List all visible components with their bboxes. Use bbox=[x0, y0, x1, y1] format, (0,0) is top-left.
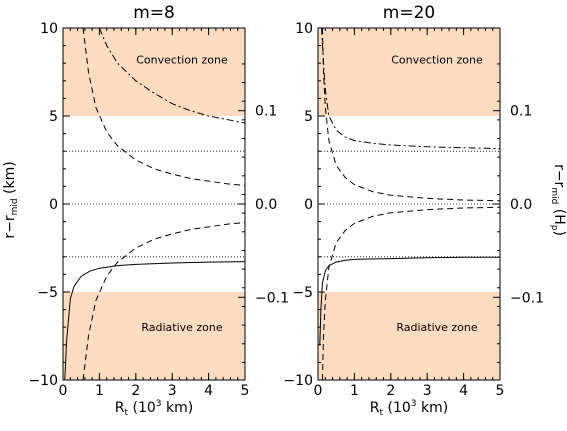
x-tick-label: 2 bbox=[131, 383, 140, 399]
y-tick-label: 0 bbox=[49, 197, 58, 213]
convection-zone-band bbox=[318, 28, 500, 116]
y-tick-label: −10 bbox=[28, 373, 58, 389]
y-tick-label: 0 bbox=[304, 197, 313, 213]
y-right-tick-label: −0.1 bbox=[255, 290, 289, 306]
radiative-zone-band bbox=[63, 292, 245, 380]
y-tick-label: −5 bbox=[292, 285, 313, 301]
panel-title: m=8 bbox=[133, 3, 175, 23]
y-right-tick-label: 0.0 bbox=[510, 197, 532, 213]
series-line-solid bbox=[319, 256, 500, 345]
y-tick-label: −10 bbox=[283, 373, 313, 389]
x-tick-label: 4 bbox=[204, 383, 213, 399]
x-tick-label: 1 bbox=[95, 383, 104, 399]
x-tick-label: 0 bbox=[314, 383, 323, 399]
radiative-zone-label: Radiative zone bbox=[396, 321, 478, 334]
series-line-dashed bbox=[82, 28, 245, 186]
x-tick-label: 1 bbox=[350, 383, 359, 399]
series-line-dashed bbox=[321, 28, 500, 202]
convection-zone-band bbox=[63, 28, 245, 116]
radiative-zone-label: Radiative zone bbox=[141, 321, 223, 334]
x-axis-title-right-panel: Rt (103 km) bbox=[370, 399, 448, 418]
series-line-dashdot bbox=[98, 28, 245, 124]
y-axis-left-title: r−rmid (km) bbox=[2, 161, 20, 238]
y-tick-label: 5 bbox=[304, 109, 313, 125]
x-tick-label: 3 bbox=[423, 383, 432, 399]
series-line-dashed bbox=[82, 222, 245, 380]
panel-title: m=20 bbox=[383, 3, 435, 23]
series-line-solid bbox=[64, 261, 245, 380]
y-right-tick-label: 0.1 bbox=[255, 104, 277, 120]
convection-zone-label: Convection zone bbox=[391, 54, 483, 67]
panel-1: Convection zone Radiative zone m=8 0 1 2 3 4 5 10… bbox=[28, 3, 289, 399]
series-line-dashdot bbox=[321, 28, 500, 150]
x-tick-label: 3 bbox=[168, 383, 177, 399]
x-tick-label: 0 bbox=[59, 383, 68, 399]
y-right-tick-label: 0.1 bbox=[510, 104, 532, 120]
panel-2: Convection zone Radiative zone m=20 0 1 2 3 4 5 1… bbox=[283, 3, 544, 399]
convection-zone-label: Convection zone bbox=[136, 54, 228, 67]
y-right-tick-label: 0.0 bbox=[255, 197, 277, 213]
radiative-zone-band bbox=[318, 292, 500, 380]
y-right-tick-label: −0.1 bbox=[510, 290, 544, 306]
x-tick-label: 2 bbox=[386, 383, 395, 399]
y-tick-label: 10 bbox=[40, 21, 58, 37]
series-line-dashed bbox=[321, 206, 500, 380]
y-tick-label: 5 bbox=[49, 109, 58, 125]
y-tick-label: −5 bbox=[37, 285, 58, 301]
x-axis-title-left-panel: Rt (103 km) bbox=[115, 399, 193, 418]
y-tick-label: 10 bbox=[295, 21, 313, 37]
x-tick-label: 4 bbox=[459, 383, 468, 399]
x-tick-label: 5 bbox=[496, 383, 505, 399]
x-tick-label: 5 bbox=[241, 383, 250, 399]
y-axis-right-title: r−rmid (Hp) bbox=[549, 164, 567, 236]
